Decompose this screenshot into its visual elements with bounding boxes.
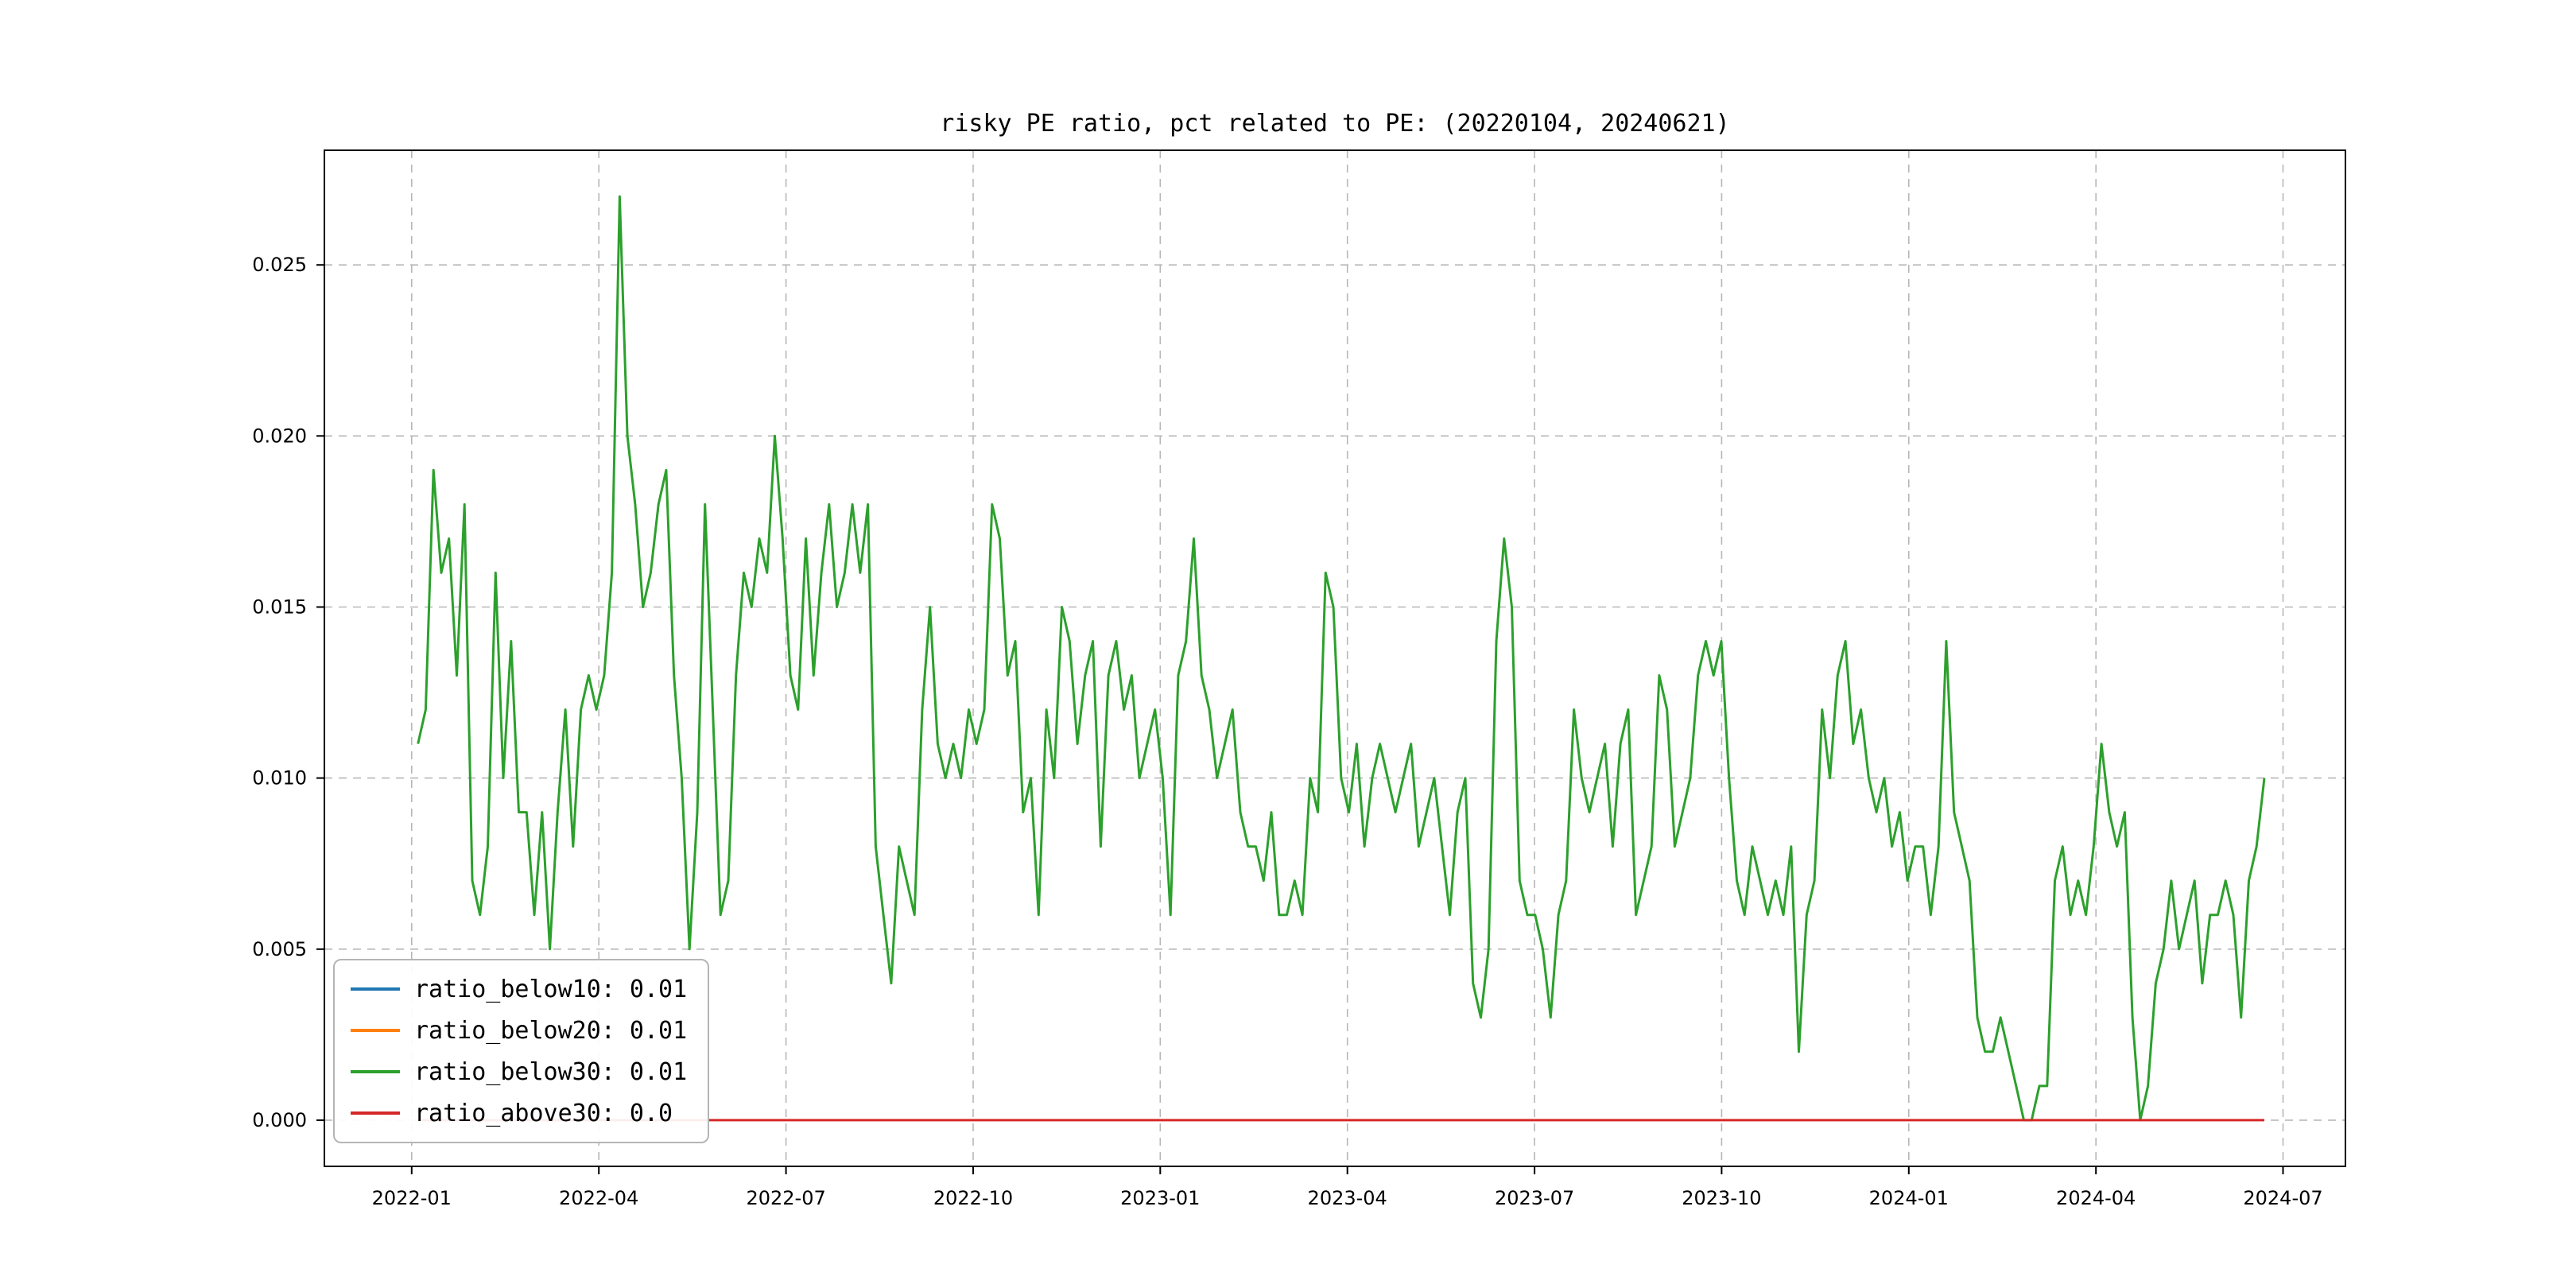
legend-label-ratio_above30: ratio_above30: 0.0 — [414, 1099, 673, 1127]
series-line-ratio_below30 — [417, 195, 2266, 1122]
y-tick-label: 0.010 — [252, 767, 307, 789]
legend-label-ratio_below30: ratio_below30: 0.01 — [414, 1057, 688, 1086]
x-tick-label: 2023-07 — [1495, 1187, 1574, 1209]
x-tick-label: 2023-01 — [1120, 1187, 1200, 1209]
y-tick-label: 0.015 — [252, 596, 307, 619]
x-tick-label: 2023-10 — [1682, 1187, 1761, 1209]
legend-label-ratio_below20: ratio_below20: 0.01 — [414, 1016, 688, 1045]
x-tick-label: 2024-01 — [1869, 1187, 1949, 1209]
x-tick-label: 2024-04 — [2056, 1187, 2136, 1209]
legend[interactable]: ratio_below10: 0.01 ratio_below20: 0.01 ra… — [333, 959, 710, 1143]
legend-item-ratio_below10[interactable]: ratio_below10: 0.01 — [351, 973, 687, 1005]
legend-label-ratio_below10: ratio_below10: 0.01 — [414, 975, 688, 1003]
y-tick-label: 0.000 — [252, 1109, 307, 1131]
x-tick-label: 2022-07 — [746, 1187, 825, 1209]
x-tick-label: 2024-07 — [2243, 1187, 2322, 1209]
legend-item-ratio_below30[interactable]: ratio_below30: 0.01 — [351, 1056, 687, 1088]
legend-swatch-ratio_below30 — [351, 1070, 400, 1073]
chart-title: risky PE ratio, pct related to PE: (2022… — [940, 110, 1730, 138]
legend-swatch-ratio_below20 — [351, 1029, 400, 1032]
legend-swatch-ratio_above30 — [351, 1111, 400, 1115]
legend-swatch-ratio_below10 — [351, 987, 400, 991]
legend-item-ratio_above30[interactable]: ratio_above30: 0.0 — [351, 1097, 687, 1129]
x-tick-label: 2023-04 — [1308, 1187, 1387, 1209]
x-tick-label: 2022-04 — [559, 1187, 638, 1209]
legend-item-ratio_below20[interactable]: ratio_below20: 0.01 — [351, 1014, 687, 1046]
axes-frame — [324, 149, 2346, 1167]
x-tick-label: 2022-01 — [372, 1187, 452, 1209]
y-tick-label: 0.025 — [252, 254, 307, 276]
y-tick-label: 0.005 — [252, 938, 307, 960]
y-tick-label: 0.020 — [252, 425, 307, 447]
x-tick-label: 2022-10 — [933, 1187, 1013, 1209]
